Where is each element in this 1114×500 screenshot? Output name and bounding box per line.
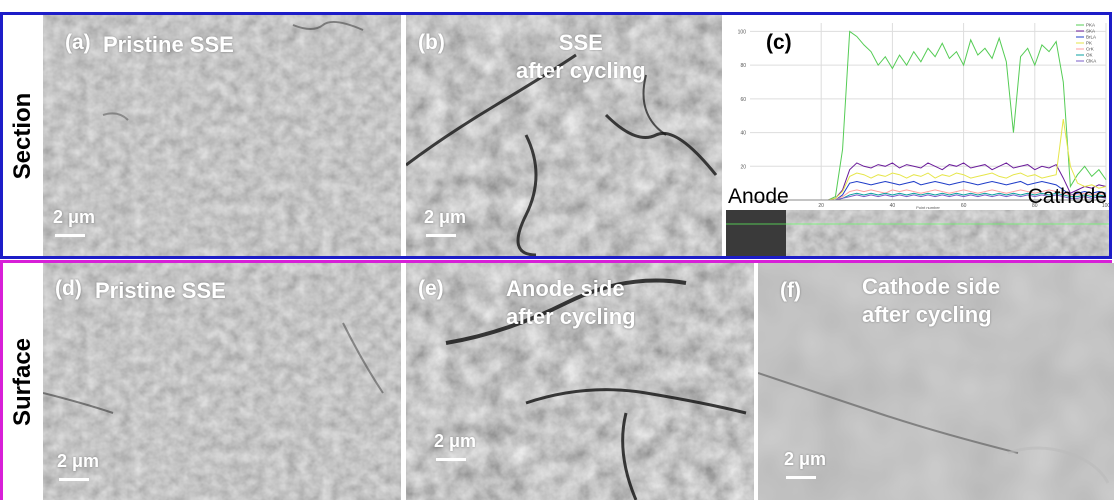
chart-legend-entry: CrK xyxy=(1086,47,1094,52)
panel-f-scale-bar: 2 μm xyxy=(784,449,827,479)
chart-legend-entry: PKA xyxy=(1086,23,1095,28)
surface-row-label-box: Surface xyxy=(3,263,43,500)
panel-a-title: Pristine SSE xyxy=(103,31,234,59)
chart-ticks: 0 20 40 60 80 100 20 40 60 80 100 Point number xyxy=(738,29,1109,210)
chart-x-tick-label: 60 xyxy=(961,203,967,209)
panel-d-scale-bar: 2 μm xyxy=(57,451,100,481)
chart-anode-label: Anode xyxy=(728,185,789,208)
chart-x-tick-label: 100 xyxy=(1102,203,1109,209)
sem-image-f xyxy=(758,263,1114,500)
chart-legend-entry: PK xyxy=(1086,41,1092,46)
chart-y-tick-label: 20 xyxy=(740,164,746,170)
panel-e-scale-label: 2 μm xyxy=(434,431,477,451)
panel-b-title: SSE after cycling xyxy=(516,29,646,85)
panel-b-letter: (b) xyxy=(418,31,445,54)
panel-b-scale-line xyxy=(426,234,456,237)
panel-b-scale-label: 2 μm xyxy=(424,207,467,227)
panel-b-title-line-1: SSE xyxy=(558,30,603,55)
panel-b-title-line-2: after cycling xyxy=(516,58,646,83)
panel-f-letter: (f) xyxy=(780,279,801,302)
panel-a-pristine-section: (a) Pristine SSE 2 μm xyxy=(43,15,401,256)
panel-e-title-line-1: Anode side xyxy=(506,276,625,301)
panel-f-scale-line xyxy=(786,476,816,479)
chart-y-tick-label: 0 xyxy=(743,198,746,204)
chart-series xyxy=(750,30,1107,201)
section-row-label-box: Section xyxy=(3,15,43,256)
cross-section-strip-image xyxy=(726,210,1109,256)
panel-b-scale-bar: 2 μm xyxy=(424,207,467,237)
panel-e-anode-surface: (e) Anode side after cycling 2 μm xyxy=(406,263,754,500)
panel-e-letter: (e) xyxy=(418,277,444,300)
panel-e-scale-bar: 2 μm xyxy=(434,431,477,461)
surface-row-label: Surface xyxy=(9,337,36,426)
panel-a-letter: (a) xyxy=(65,31,91,54)
panel-f-title-line-2: after cycling xyxy=(862,302,992,327)
panel-e-title: Anode side after cycling xyxy=(506,275,636,331)
chart-x-axis-label: Point number xyxy=(916,205,940,210)
sem-image-b xyxy=(406,15,722,256)
panel-a-scale-line xyxy=(55,234,85,237)
chart-legend-entry: BrLA xyxy=(1086,35,1096,40)
panel-f-title-line-1: Cathode side xyxy=(862,274,1001,299)
line-scan-chart: 0 20 40 60 80 100 20 40 60 80 100 Point number PKAS… xyxy=(738,23,1109,211)
sem-image-a xyxy=(43,15,401,256)
chart-y-tick-label: 80 xyxy=(740,63,746,69)
surface-row: Surface (d) Pristine SSE 2 μm (e) Anode … xyxy=(0,260,1114,500)
panel-f-scale-label: 2 μm xyxy=(784,449,827,469)
chart-cathode-label: Cathode xyxy=(1027,185,1107,208)
panel-b-cycled-section: (b) SSE after cycling 2 μm xyxy=(406,15,722,256)
section-row-label: Section xyxy=(9,92,36,179)
chart-y-tick-label: 40 xyxy=(740,131,746,137)
panel-c-line-scan: 0 20 40 60 80 100 20 40 60 80 100 Point number PKA S… xyxy=(726,15,1109,256)
chart-legend-entry: ClKA xyxy=(1086,59,1096,64)
chart-x-tick-label: 20 xyxy=(818,203,824,209)
panel-c-letter: (c) xyxy=(766,31,792,54)
panel-e-title-line-2: after cycling xyxy=(506,304,636,329)
panel-f-cathode-surface: (f) Cathode side after cycling 2 μm xyxy=(758,263,1114,500)
panel-d-title-line: Pristine SSE xyxy=(95,278,226,303)
panel-f-title: Cathode side after cycling xyxy=(862,273,1000,329)
panel-a-scale-bar: 2 μm xyxy=(53,207,96,237)
chart-series-line-pka xyxy=(750,30,1107,201)
chart-x-tick-label: 40 xyxy=(890,203,896,209)
panel-d-scale-label: 2 μm xyxy=(57,451,100,471)
panel-a-title-line: Pristine SSE xyxy=(103,32,234,57)
panel-d-letter: (d) xyxy=(55,277,82,300)
chart-x-tick-label: 80 xyxy=(1032,203,1038,209)
chart-legend-entry: OK xyxy=(1086,53,1093,58)
sem-image-d xyxy=(43,263,401,500)
chart-y-tick-label: 60 xyxy=(740,97,746,103)
section-row: Section (a) Pristine SSE 2 μm (b) SSE af xyxy=(0,12,1112,259)
chart-y-tick-label: 100 xyxy=(738,29,747,35)
panel-e-scale-line xyxy=(436,458,466,461)
panel-d-title: Pristine SSE xyxy=(95,277,226,305)
panel-d-scale-line xyxy=(59,478,89,481)
panel-a-scale-label: 2 μm xyxy=(53,207,96,227)
chart-legend-entry: SKA xyxy=(1086,29,1095,34)
panel-d-pristine-surface: (d) Pristine SSE 2 μm xyxy=(43,263,401,500)
